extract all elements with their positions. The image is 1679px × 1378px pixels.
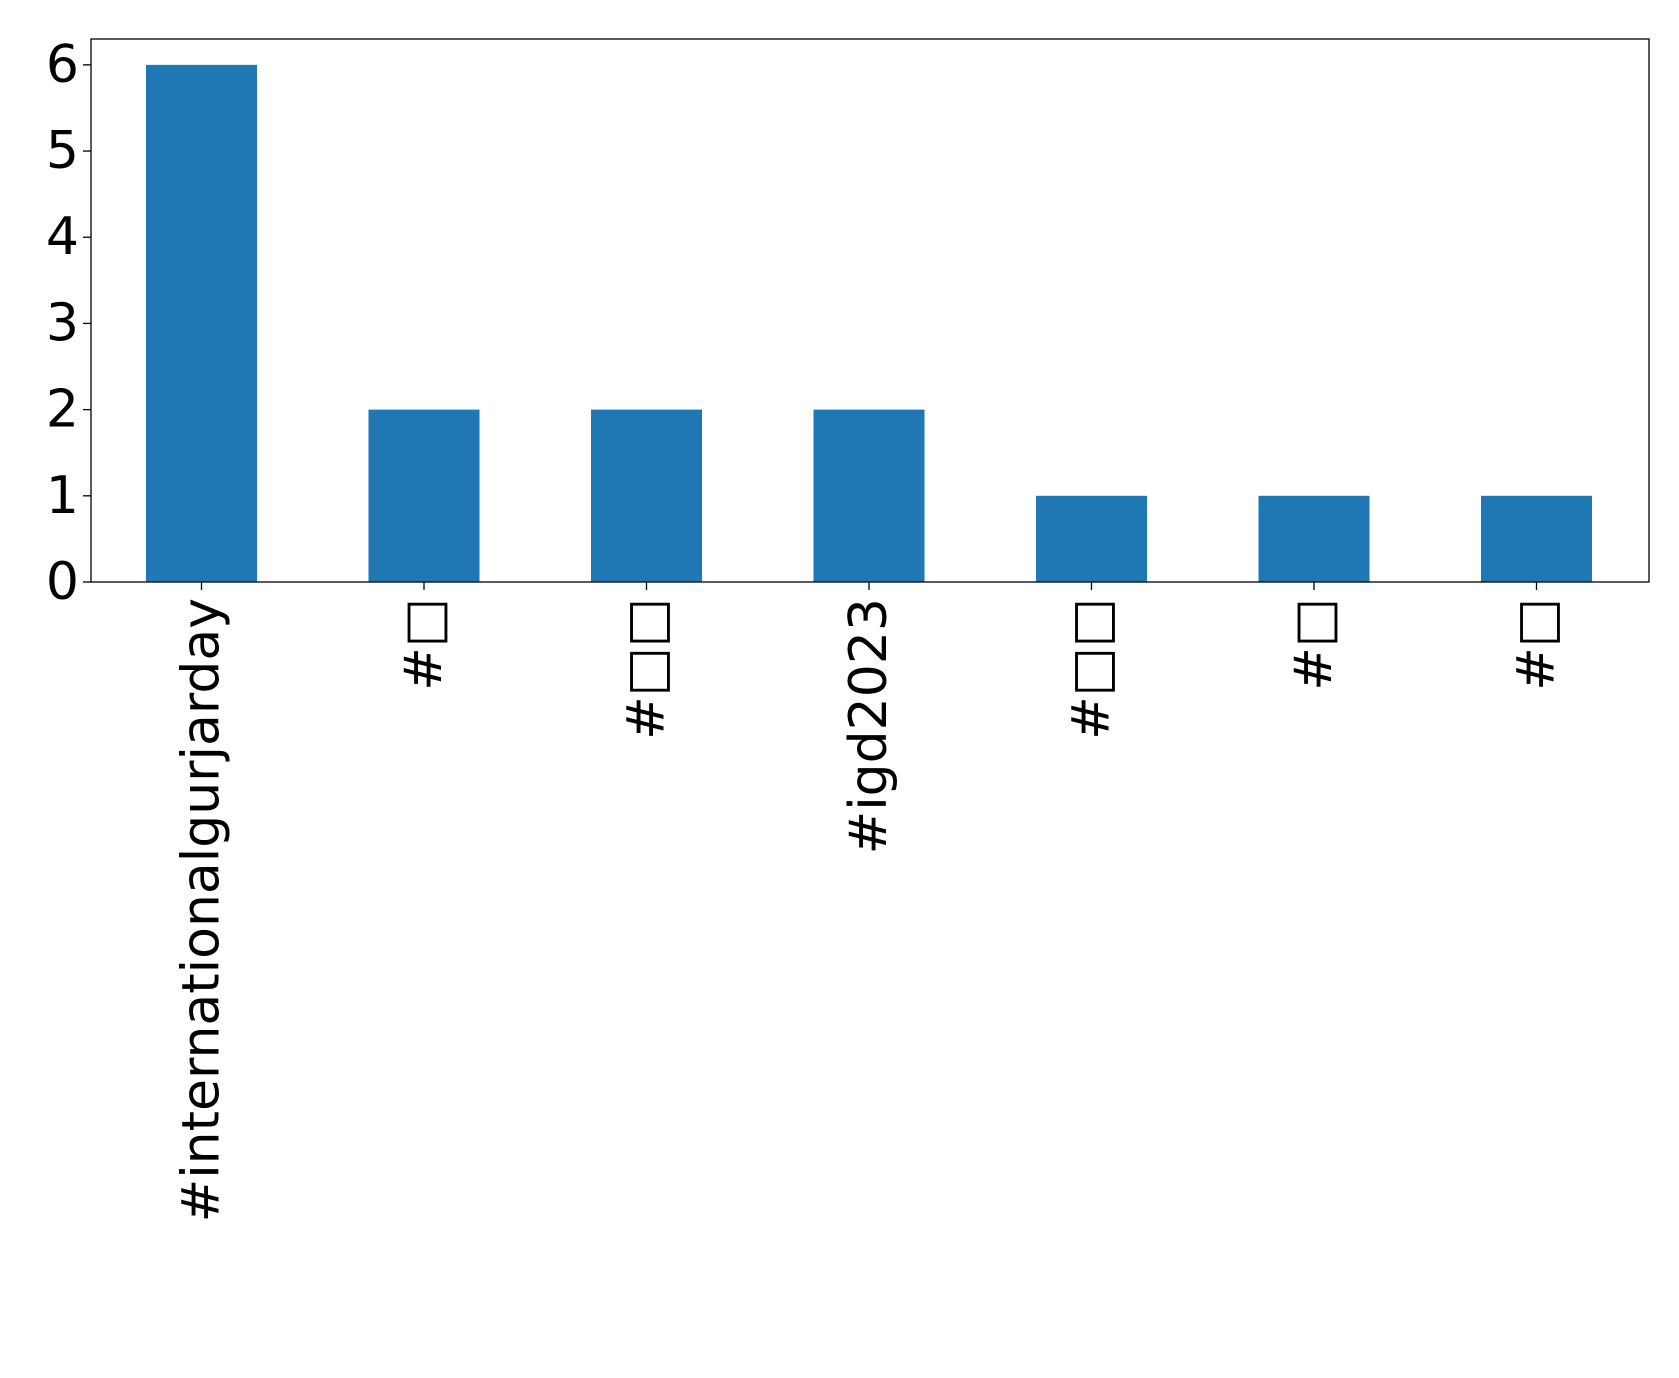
bars-group xyxy=(146,64,1592,583)
x-tick-label-5: #□ xyxy=(1284,598,1344,691)
y-tick-label-2: 2 xyxy=(46,380,79,440)
y-tick-label-3: 3 xyxy=(46,293,79,353)
bar-0 xyxy=(146,64,257,583)
x-tick-label-1: #□ xyxy=(394,598,454,691)
bar-5 xyxy=(1258,495,1370,582)
x-tick-label-4: #□□ xyxy=(1062,598,1122,740)
x-tick-label-3: #igd2023 xyxy=(839,598,899,854)
y-tick-label-6: 6 xyxy=(46,35,79,95)
y-tick-label-5: 5 xyxy=(46,121,79,181)
y-axis: 0 1 2 3 4 5 6 xyxy=(46,35,91,612)
x-tick-label-6: #□ xyxy=(1507,598,1567,691)
bar-1 xyxy=(368,409,480,582)
bar-3 xyxy=(813,409,925,582)
x-axis: #internationalgurjarday #□ #□□ #igd2023 #□□ #… xyxy=(172,582,1567,1222)
bar-6 xyxy=(1481,495,1592,582)
bar-4 xyxy=(1036,495,1147,582)
plot-frame xyxy=(90,38,1650,583)
y-tick-label-0: 0 xyxy=(46,552,79,612)
bar-2 xyxy=(591,409,702,582)
x-tick-label-0: #internationalgurjarday xyxy=(172,598,232,1222)
x-tick-label-2: #□□ xyxy=(617,598,677,740)
y-tick-label-4: 4 xyxy=(46,207,79,267)
y-tick-label-1: 1 xyxy=(46,466,79,526)
